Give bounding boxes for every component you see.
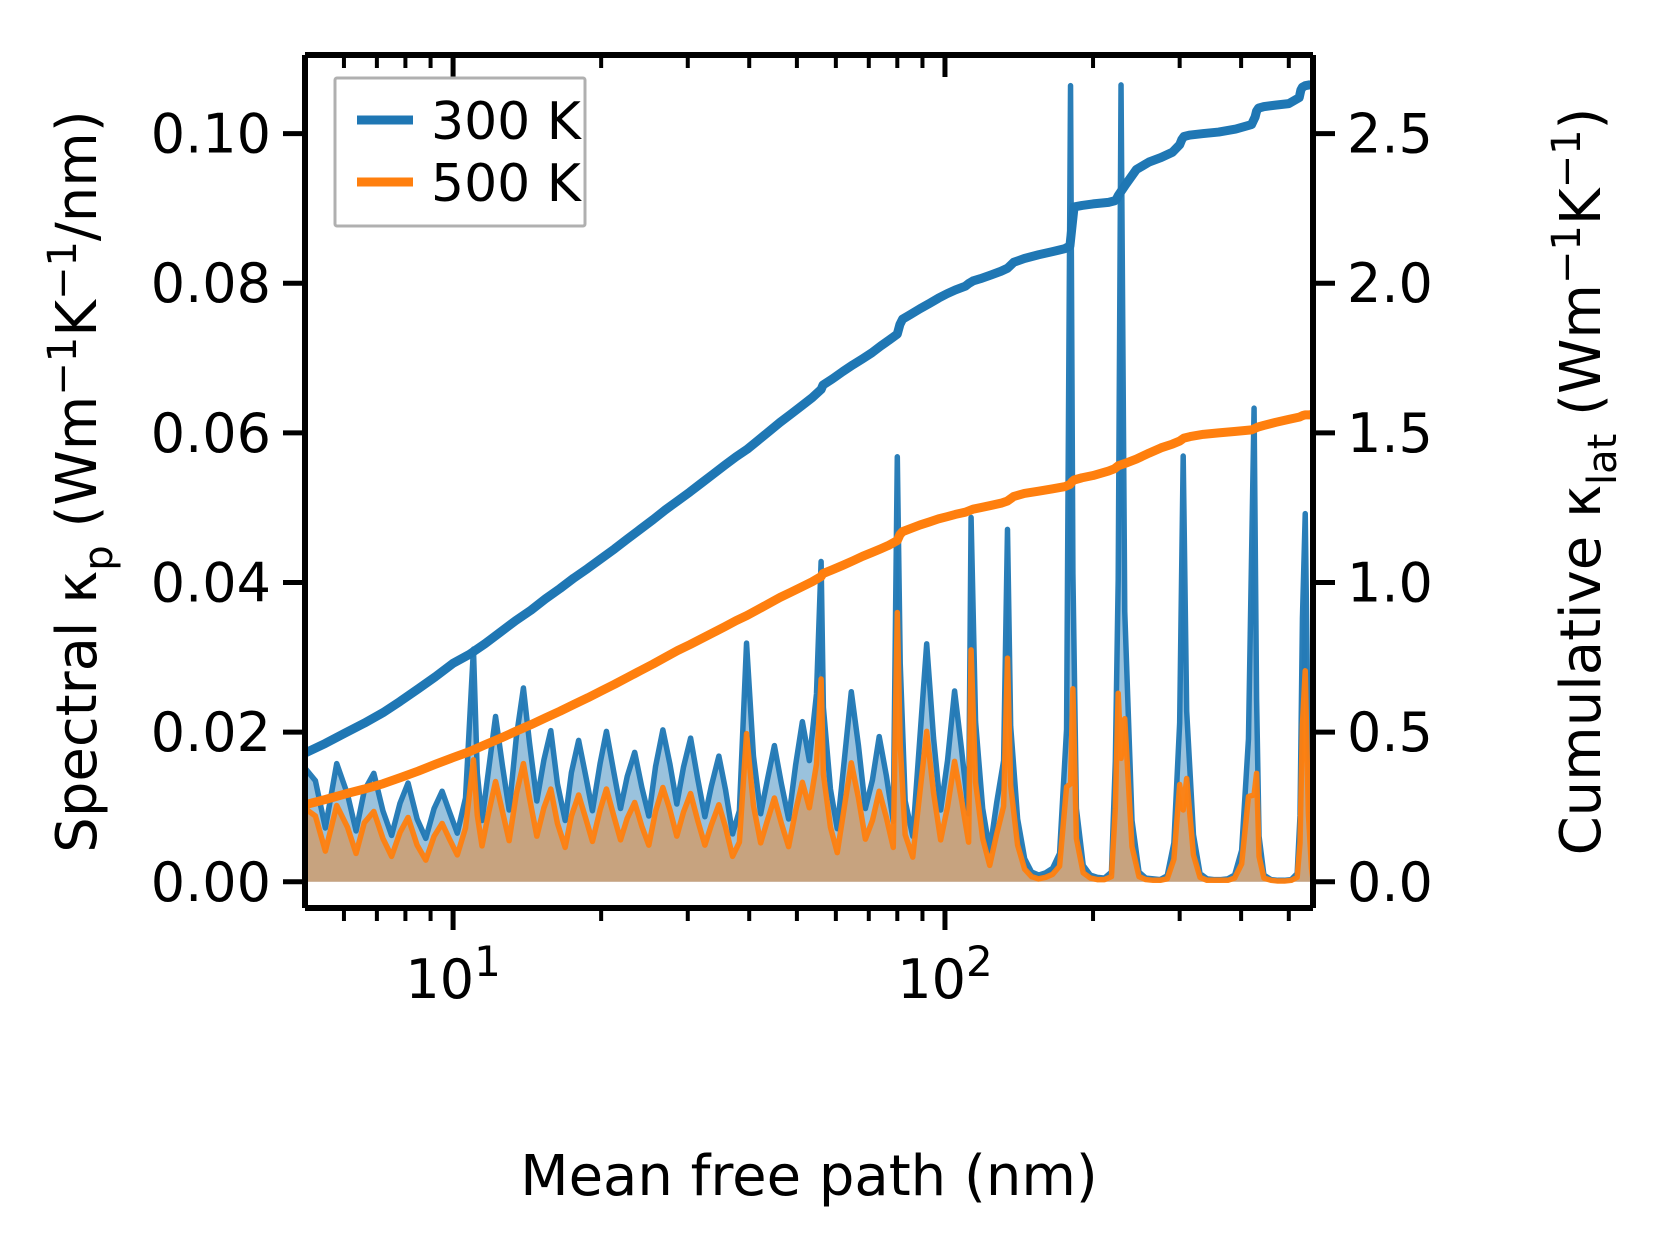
series-lines bbox=[305, 80, 1313, 810]
axes-frame bbox=[302, 52, 1316, 911]
spectral-line-500k bbox=[305, 609, 1313, 884]
y-ticklabel-left: 0.04 bbox=[151, 552, 271, 615]
axis-tick-labels: 101 102 0.00 0.02 0.04 0.06 0.08 0.10 0.0 0.5 1.0 1… bbox=[151, 103, 1433, 1011]
y-ticklabel-left: 0.10 bbox=[151, 103, 271, 166]
legend-box bbox=[333, 76, 587, 228]
y-ticklabel-left: 0.06 bbox=[151, 402, 271, 465]
cumulative-line-500k bbox=[305, 409, 1313, 810]
area-fills bbox=[305, 82, 1313, 884]
y-ticklabel-right: 2.5 bbox=[1347, 103, 1433, 166]
y-ticklabel-right: 2.0 bbox=[1347, 252, 1433, 315]
y-axis-label-right: Cumulative κlat (Wm−1K−1) bbox=[1544, 108, 1626, 856]
cumulative-line-300k bbox=[305, 80, 1313, 758]
x-ticklabel: 102 bbox=[897, 937, 992, 1011]
spectral-line-300k bbox=[305, 82, 1313, 884]
y-ticklabel-left: 0.08 bbox=[151, 252, 271, 315]
area-fill-500k bbox=[305, 612, 1313, 882]
axis-ticks bbox=[283, 55, 1335, 930]
axis-labels: Mean free path (nm) Spectral κp (Wm−1K−1/… bbox=[40, 108, 1626, 1209]
y-ticklabel-right: 1.0 bbox=[1347, 552, 1433, 615]
legend-label: 300 K bbox=[431, 92, 583, 152]
y-ticklabel-right: 1.5 bbox=[1347, 402, 1433, 465]
y-ticklabel-left: 0.02 bbox=[151, 701, 271, 764]
x-axis-label: Mean free path (nm) bbox=[520, 1144, 1097, 1209]
y-ticklabel-right: 0.5 bbox=[1347, 701, 1433, 764]
y-ticklabel-left: 0.00 bbox=[151, 851, 271, 914]
y-ticklabel-right: 0.0 bbox=[1347, 851, 1433, 914]
legend-label: 500 K bbox=[431, 154, 583, 214]
area-fill-300k bbox=[305, 84, 1313, 882]
y-axis-label-left: Spectral κp (Wm−1K−1/nm) bbox=[40, 110, 122, 852]
x-ticklabel: 101 bbox=[405, 937, 500, 1011]
